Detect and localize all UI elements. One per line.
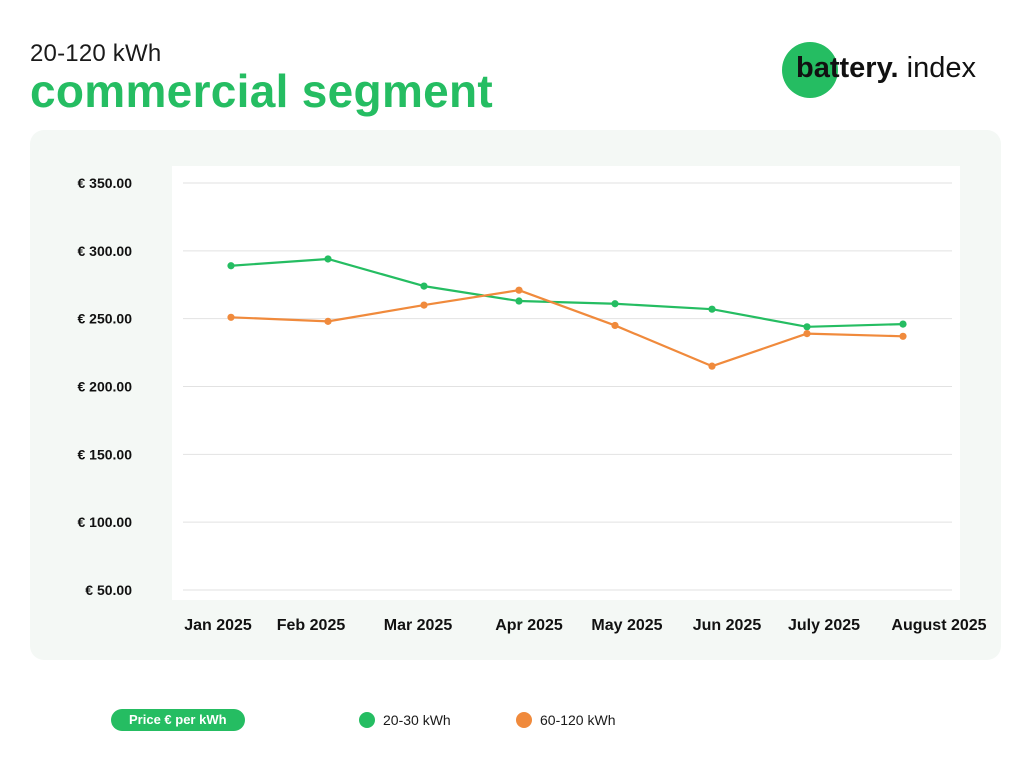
legend-item-series-2: 60-120 kWh	[516, 710, 615, 730]
series-2-point	[708, 362, 716, 370]
logo-text: battery. index	[796, 52, 976, 85]
series-1-point	[803, 323, 811, 331]
series-line-2	[229, 289, 905, 368]
y-tick-label: € 300.00	[78, 243, 133, 259]
series-2-point	[420, 301, 428, 309]
legend-marker-green-icon	[359, 712, 375, 728]
logo-text-light: index	[898, 52, 976, 84]
x-tick-label: Jan 2025	[184, 617, 252, 634]
series-1-point	[420, 282, 428, 290]
subtitle-capacity-range: 20-120 kWh	[30, 40, 162, 67]
series-1-point	[227, 262, 235, 270]
unit-pill: Price € per kWh	[111, 709, 245, 731]
x-tick-label: Feb 2025	[277, 617, 346, 634]
y-tick-label: € 350.00	[78, 175, 133, 191]
y-tick-label: € 250.00	[78, 311, 133, 327]
series-2-point	[324, 317, 332, 325]
y-tick-label: € 100.00	[78, 514, 133, 530]
y-tick-label: € 150.00	[78, 446, 133, 462]
battery-index-logo: battery. index	[782, 42, 1012, 100]
series-line-1	[229, 257, 905, 328]
legend-marker-orange-icon	[516, 712, 532, 728]
series-1-point	[899, 320, 907, 328]
x-tick-label: Mar 2025	[384, 617, 453, 634]
x-tick-label: Jun 2025	[693, 617, 762, 634]
x-tick-label: Apr 2025	[495, 617, 563, 634]
series-1-point	[515, 297, 523, 305]
y-tick-label: € 50.00	[85, 582, 132, 598]
legend-item-series-1: 20-30 kWh	[359, 710, 451, 730]
x-tick-label: July 2025	[788, 617, 860, 634]
legend-label: 60-120 kWh	[540, 712, 616, 728]
y-tick-label: € 200.00	[78, 379, 133, 395]
series-2-point	[803, 329, 811, 338]
series-1-point	[324, 255, 332, 263]
series-2-point	[515, 286, 523, 294]
series-2-point	[227, 313, 235, 321]
page-title: commercial segment	[30, 65, 494, 117]
logo-circle-icon	[782, 42, 838, 98]
legend-label: 20-30 kWh	[383, 712, 451, 728]
x-tick-label: August 2025	[891, 617, 986, 634]
series-1-point	[708, 305, 716, 313]
plot-area	[172, 166, 960, 600]
series-2-point	[899, 332, 907, 340]
series-2-point	[611, 321, 619, 330]
logo-text-bold: battery.	[796, 52, 899, 84]
x-tick-label: May 2025	[591, 617, 662, 634]
series-1-point	[611, 300, 619, 308]
